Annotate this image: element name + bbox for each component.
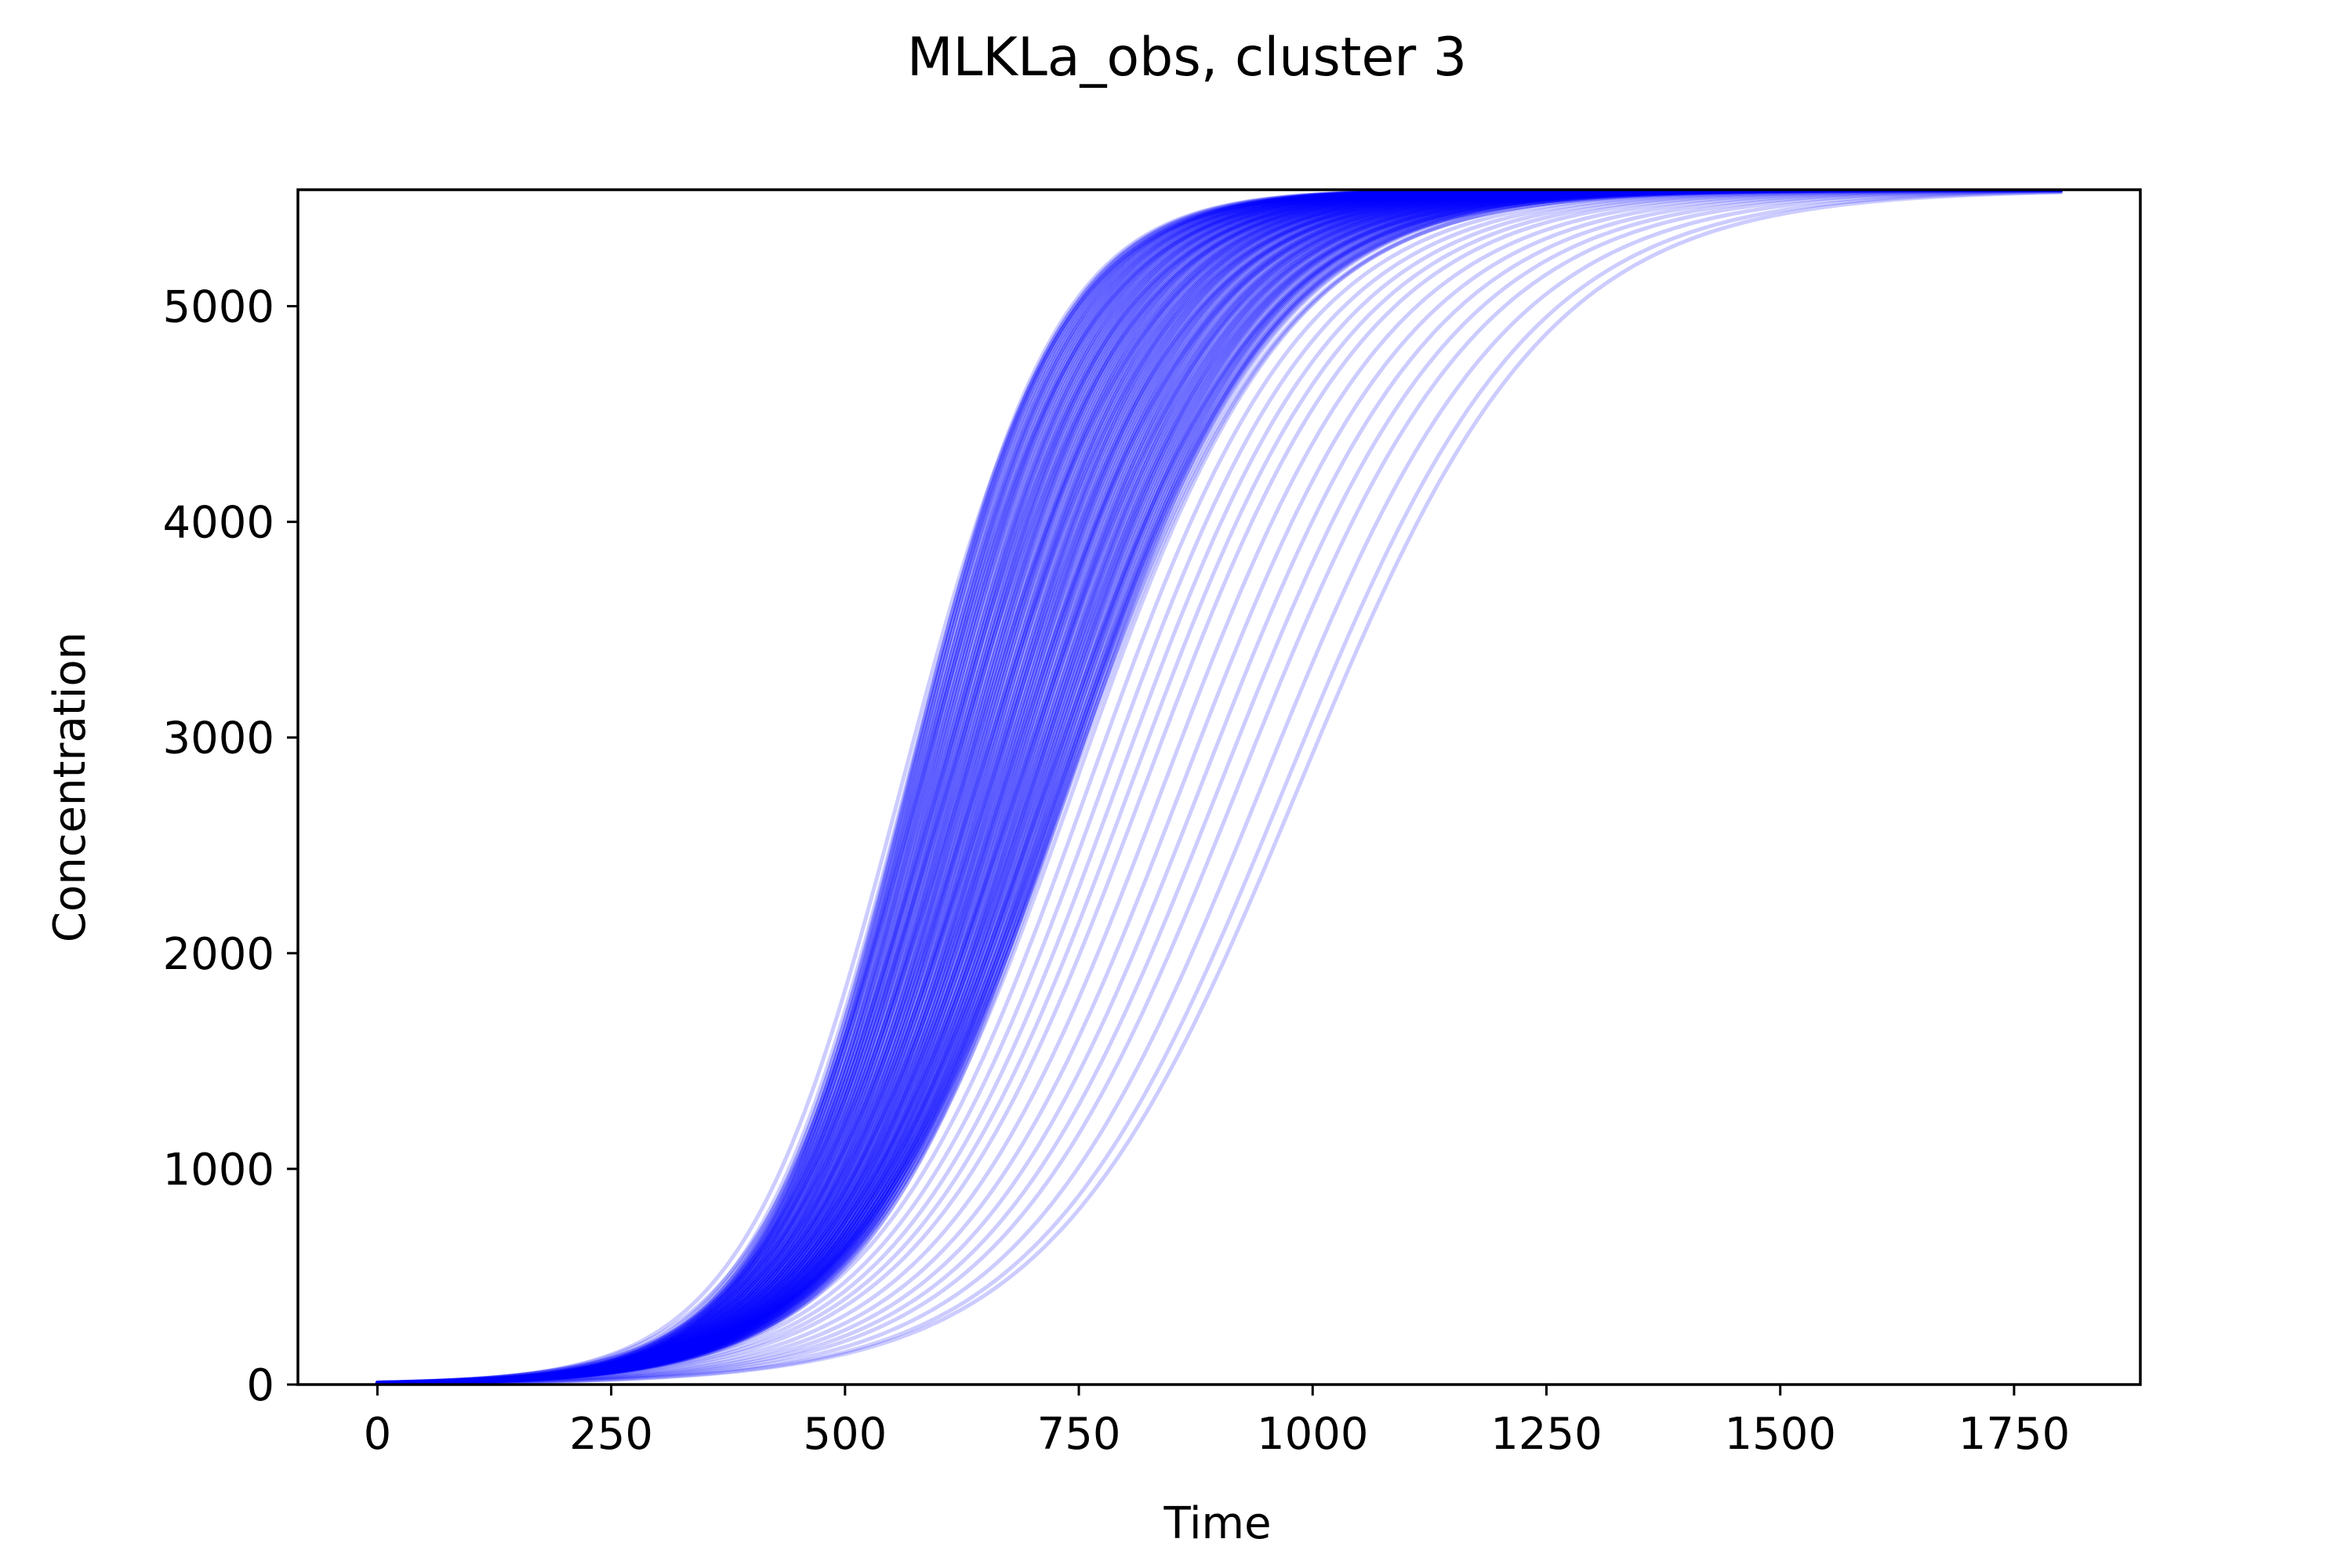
- series-line: [375, 190, 2063, 1385]
- series-line: [375, 190, 2063, 1385]
- series-line: [375, 190, 2063, 1385]
- series-line: [375, 190, 2063, 1385]
- series-line: [375, 190, 2063, 1385]
- series-line: [375, 190, 2063, 1385]
- series-line: [375, 190, 2063, 1385]
- y-axis: 0 1000 2000 3000 4000 5000: [162, 282, 298, 1411]
- series-line: [375, 190, 2063, 1385]
- series-line: [375, 190, 2063, 1385]
- series-line: [375, 190, 2063, 1385]
- series-line: [375, 190, 2063, 1385]
- series-line: [375, 190, 2063, 1385]
- axes-frame: [296, 188, 2142, 1386]
- series-line: [375, 190, 2063, 1385]
- series-line: [375, 190, 2063, 1385]
- series-line: [375, 190, 2063, 1385]
- series-line: [375, 190, 2063, 1385]
- x-tick-label: 250: [569, 1409, 653, 1460]
- series-line: [375, 190, 2063, 1385]
- x-axis: 0 250 500 750 1000 1250 1500 1750: [364, 1385, 2071, 1460]
- series-line: [375, 190, 2063, 1385]
- series-line: [375, 190, 2063, 1385]
- series-line: [375, 190, 2063, 1385]
- series-line: [375, 190, 2063, 1385]
- series-line: [375, 190, 2063, 1385]
- series-line: [375, 190, 2063, 1385]
- series-line: [375, 190, 2063, 1385]
- series-line: [375, 190, 2063, 1385]
- series-line: [375, 190, 2063, 1385]
- series-line: [375, 190, 2063, 1385]
- x-tick-label: 1750: [1958, 1409, 2071, 1460]
- y-tick-label: 5000: [162, 282, 274, 333]
- series-line: [375, 190, 2063, 1385]
- series-line: [375, 190, 2063, 1385]
- series-line: [375, 190, 2063, 1385]
- series-line: [375, 190, 2063, 1385]
- y-axis-label: Concentration: [45, 632, 96, 942]
- series-line: [375, 190, 2063, 1385]
- series-line: [375, 190, 2063, 1385]
- series-line: [375, 190, 2063, 1385]
- series-line: [375, 190, 2063, 1385]
- x-tick-label: 750: [1037, 1409, 1121, 1460]
- series-line: [375, 190, 2063, 1385]
- series-line: [375, 190, 2063, 1385]
- series-line: [375, 190, 2063, 1385]
- series-line: [375, 190, 2063, 1385]
- series-line: [375, 190, 2063, 1385]
- series-line: [375, 190, 2063, 1385]
- series-line: [375, 190, 2063, 1385]
- series-line: [375, 190, 2063, 1385]
- series-line: [375, 190, 2063, 1385]
- series-line: [375, 190, 2063, 1385]
- y-tick-label: 1000: [162, 1145, 274, 1196]
- series-line: [375, 190, 2063, 1385]
- x-tick-label: 1500: [1724, 1409, 1836, 1460]
- series-line: [375, 190, 2063, 1385]
- series-group: [375, 190, 2063, 1385]
- series-line: [375, 190, 2063, 1385]
- y-tick-label: 0: [246, 1360, 274, 1411]
- series-line: [375, 190, 2063, 1385]
- x-tick-label: 0: [364, 1409, 392, 1460]
- series-line: [375, 190, 2063, 1385]
- x-axis-label: Time: [1163, 1498, 1271, 1549]
- series-line: [375, 190, 2063, 1385]
- series-line: [375, 190, 2063, 1385]
- plot-area: [296, 188, 2142, 1386]
- x-tick-label: 500: [803, 1409, 887, 1460]
- series-line: [375, 190, 2063, 1385]
- chart-title: MLKLa_obs, cluster 3: [907, 27, 1467, 89]
- series-line: [375, 190, 2063, 1385]
- series-line: [375, 190, 2063, 1385]
- y-tick-label: 3000: [162, 713, 274, 764]
- series-line: [375, 190, 2063, 1385]
- series-line: [375, 190, 2063, 1385]
- series-line: [375, 190, 2063, 1385]
- y-tick-label: 4000: [162, 498, 274, 549]
- y-tick-label: 2000: [162, 929, 274, 980]
- series-line: [375, 190, 2063, 1385]
- series-line: [375, 190, 2063, 1385]
- series-line: [375, 190, 2063, 1385]
- x-tick-label: 1000: [1257, 1409, 1369, 1460]
- x-tick-label: 1250: [1490, 1409, 1602, 1460]
- series-line: [375, 190, 2063, 1385]
